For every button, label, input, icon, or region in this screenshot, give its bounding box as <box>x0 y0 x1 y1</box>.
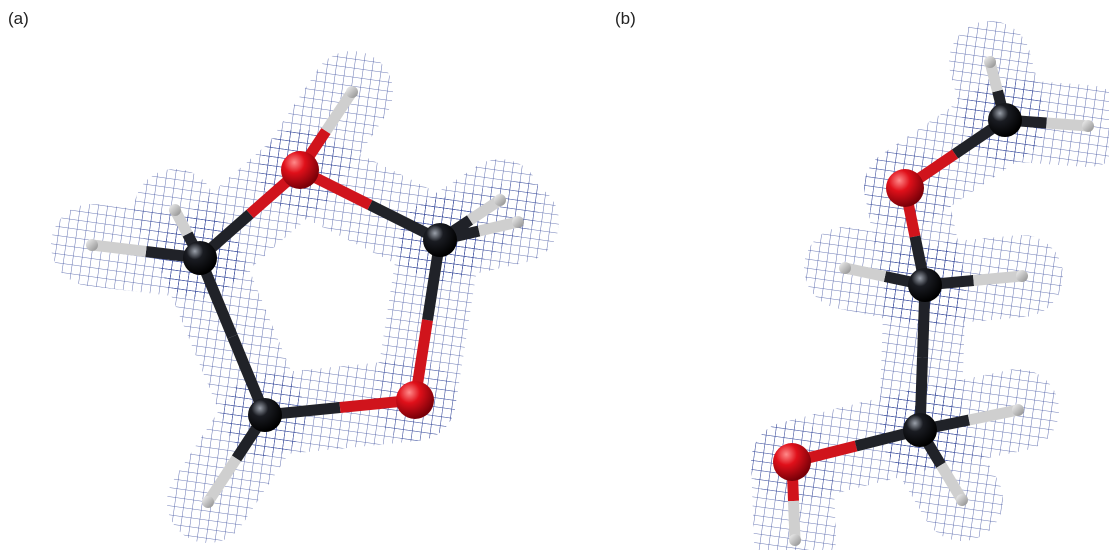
carbon-atom <box>903 413 937 447</box>
bond <box>974 276 1023 281</box>
figure: (a) (b) <box>0 0 1109 550</box>
bond <box>92 245 146 252</box>
hydrogen-tip <box>512 216 524 228</box>
carbon-atom <box>183 241 217 275</box>
hydrogen-tip <box>789 534 801 546</box>
hydrogen-tip <box>1082 120 1094 132</box>
carbon-atom <box>988 103 1022 137</box>
oxygen-atom <box>886 169 924 207</box>
hydrogen-tip <box>86 239 98 251</box>
hydrogen-tip <box>346 86 358 98</box>
hydrogen-tip <box>169 204 181 216</box>
molecules <box>86 56 1094 546</box>
carbon-atom <box>908 268 942 302</box>
panel-label: (a) <box>8 9 29 28</box>
bond <box>1047 123 1089 126</box>
oxygen-atom <box>281 151 319 189</box>
hydrogen-tip <box>956 494 968 506</box>
carbon-atom <box>423 223 457 257</box>
hydrogen-tip <box>202 496 214 508</box>
panel-label: (b) <box>615 9 636 28</box>
hydrogen-tip <box>839 262 851 274</box>
oxygen-atom <box>396 381 434 419</box>
hydrogen-tip <box>1012 404 1024 416</box>
hydrogen-tip <box>494 194 506 206</box>
oxygen-atom <box>773 443 811 481</box>
hydrogen-tip <box>984 56 996 68</box>
hydrogen-tip <box>1016 270 1028 282</box>
carbon-atom <box>248 398 282 432</box>
